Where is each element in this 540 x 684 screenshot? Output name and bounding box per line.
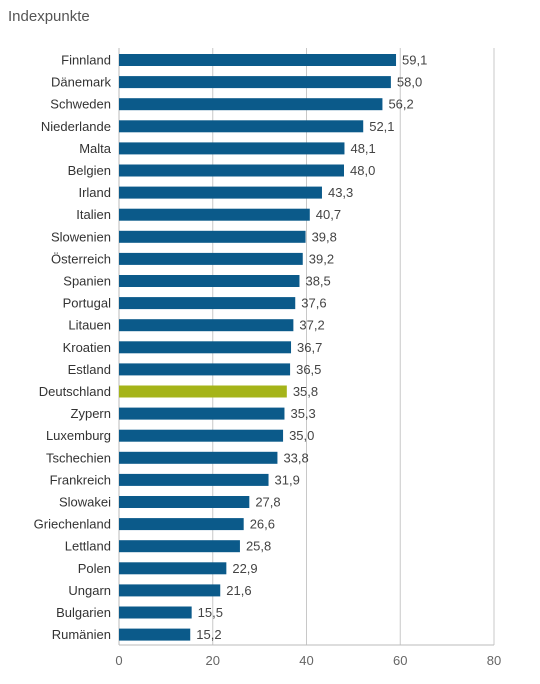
category-label-ungarn: Ungarn	[68, 583, 111, 598]
bar-litauen	[119, 319, 294, 332]
category-label-rumänien: Rumänien	[52, 627, 111, 642]
value-label-litauen: 37,2	[299, 318, 324, 333]
category-label-lettland: Lettland	[65, 539, 111, 554]
bar-slowakei	[119, 496, 250, 508]
value-label-niederlande: 52,1	[369, 119, 394, 134]
category-label-belgien: Belgien	[68, 163, 111, 178]
value-label-italien: 40,7	[316, 207, 341, 222]
bar-niederlande	[119, 120, 364, 133]
value-label-irland: 43,3	[328, 185, 353, 200]
x-tick-label-20: 20	[206, 653, 220, 668]
bar-luxemburg	[119, 429, 284, 442]
value-label-ungarn: 21,6	[226, 583, 251, 598]
category-label-italien: Italien	[76, 207, 111, 222]
bar-malta	[119, 142, 345, 155]
value-label-bulgarien: 15,5	[198, 605, 223, 620]
category-label-luxemburg: Luxemburg	[46, 428, 111, 443]
value-label-malta: 48,1	[350, 141, 375, 156]
bar-bulgarien	[119, 606, 192, 619]
value-label-slowenien: 39,8	[312, 229, 337, 244]
category-label-zypern: Zypern	[71, 406, 111, 421]
value-label-lettland: 25,8	[246, 539, 271, 554]
category-label-griechenland: Griechenland	[34, 517, 111, 532]
bar-dänemark	[119, 76, 391, 89]
category-label-tschechien: Tschechien	[46, 450, 111, 465]
category-label-österreich: Österreich	[51, 251, 111, 266]
bar-griechenland	[119, 518, 244, 531]
category-label-polen: Polen	[78, 561, 111, 576]
value-label-zypern: 35,3	[290, 406, 315, 421]
x-tick-label-80: 80	[487, 653, 501, 668]
x-tick-label-0: 0	[115, 653, 122, 668]
bar-polen	[119, 562, 227, 575]
bar-irland	[119, 186, 322, 199]
value-label-rumänien: 15,2	[196, 627, 221, 642]
bar-zypern	[119, 407, 285, 420]
value-label-spanien: 38,5	[305, 274, 330, 289]
chart-title: Indexpunkte	[8, 8, 90, 25]
category-label-deutschland: Deutschland	[39, 384, 111, 399]
value-label-slowakei: 27,8	[255, 495, 280, 510]
bar-ungarn	[119, 584, 221, 597]
bar-slowenien	[119, 230, 306, 243]
x-tick-label-60: 60	[393, 653, 407, 668]
category-label-frankreich: Frankreich	[50, 472, 111, 487]
value-label-deutschland: 35,8	[293, 384, 318, 399]
category-label-schweden: Schweden	[50, 97, 111, 112]
category-label-kroatien: Kroatien	[63, 340, 111, 355]
bar-kroatien	[119, 341, 292, 354]
category-label-slowenien: Slowenien	[51, 229, 111, 244]
bar-belgien	[119, 164, 344, 177]
value-label-finnland: 59,1	[402, 53, 427, 68]
value-label-portugal: 37,6	[301, 296, 326, 311]
category-label-dänemark: Dänemark	[51, 75, 111, 90]
category-label-niederlande: Niederlande	[41, 119, 111, 134]
value-label-österreich: 39,2	[309, 251, 334, 266]
value-label-schweden: 56,2	[388, 97, 413, 112]
value-label-polen: 22,9	[232, 561, 257, 576]
value-label-estland: 36,5	[296, 362, 321, 377]
bar-tschechien	[119, 451, 278, 464]
category-label-finnland: Finnland	[61, 53, 111, 68]
x-tick-label-40: 40	[299, 653, 313, 668]
category-label-spanien: Spanien	[63, 274, 111, 289]
bar-spanien	[119, 275, 300, 287]
value-label-belgien: 48,0	[350, 163, 375, 178]
bar-österreich	[119, 252, 303, 265]
value-label-kroatien: 36,7	[297, 340, 322, 355]
value-label-tschechien: 33,8	[283, 450, 308, 465]
category-label-litauen: Litauen	[68, 318, 111, 333]
value-label-griechenland: 26,6	[250, 517, 275, 532]
category-label-portugal: Portugal	[63, 296, 112, 311]
bar-deutschland	[119, 385, 287, 398]
category-label-malta: Malta	[79, 141, 112, 156]
value-label-luxemburg: 35,0	[289, 428, 314, 443]
bar-lettland	[119, 540, 240, 553]
value-label-dänemark: 58,0	[397, 75, 422, 90]
category-label-slowakei: Slowakei	[59, 495, 111, 510]
bar-estland	[119, 363, 291, 376]
bar-italien	[119, 208, 310, 221]
value-label-frankreich: 31,9	[275, 472, 300, 487]
category-label-irland: Irland	[78, 185, 111, 200]
bar-portugal	[119, 297, 296, 310]
category-label-estland: Estland	[68, 362, 111, 377]
bar-rumänien	[119, 628, 191, 641]
bar-finnland	[119, 54, 397, 66]
bar-schweden	[119, 98, 383, 111]
bar-frankreich	[119, 473, 269, 486]
category-label-bulgarien: Bulgarien	[56, 605, 111, 620]
